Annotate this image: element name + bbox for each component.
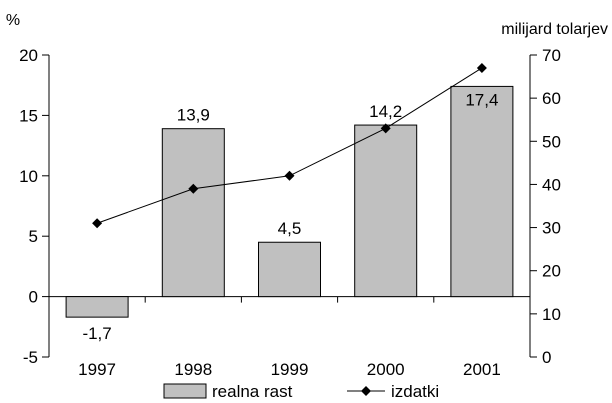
axes: -5 0 5 10 15 20% 0 10 20 30 40 50 60 70 milijard tolar… (6, 12, 608, 379)
y-left-tick-label: -5 (23, 348, 38, 367)
y-right-tick-label: 10 (542, 305, 561, 324)
y-left-tick-label: 20 (19, 46, 38, 65)
bar-data-label: 17,4 (465, 90, 498, 109)
y-right-unit: milijard tolarjev (501, 21, 608, 38)
legend-label-line: izdatki (391, 382, 439, 401)
y-right-tick-label: 40 (542, 175, 561, 194)
line-series (92, 62, 487, 229)
legend: realna rast izdatki (163, 382, 439, 401)
bars (65, 85, 514, 318)
y-left-tick-label: 10 (19, 167, 38, 186)
bar-data-label: 4,5 (278, 219, 302, 238)
y-right-tick-label: 50 (542, 132, 561, 151)
data-labels: -1,7 13,9 4,5 14,2 17,4 (82, 90, 498, 343)
bar (161, 128, 225, 298)
bar-data-label: -1,7 (82, 324, 111, 343)
y-left-tick-label: 15 (19, 106, 38, 125)
y-left-tick-label: 5 (29, 227, 38, 246)
x-tick-label: 2000 (367, 360, 405, 379)
legend-swatch-bar (163, 383, 207, 399)
line-izdatki (96, 67, 483, 224)
bar-data-label: 13,9 (177, 106, 210, 125)
x-tick-label: 1999 (271, 360, 309, 379)
y-left-unit: % (6, 12, 20, 29)
y-right-tick-label: 60 (542, 89, 561, 108)
bar-data-label: 14,2 (369, 102, 402, 121)
x-tick-label: 1998 (174, 360, 212, 379)
x-tick-label: 1997 (78, 360, 116, 379)
y-right-tick-label: 70 (542, 46, 561, 65)
bar (258, 241, 321, 298)
legend-label-bar: realna rast (212, 382, 293, 401)
x-tick-label: 2001 (463, 360, 501, 379)
y-right-tick-label: 20 (542, 262, 561, 281)
line-point (284, 170, 295, 181)
y-right-tick-label: 0 (542, 348, 551, 367)
y-left-tick-label: 0 (29, 288, 38, 307)
line-point (380, 123, 391, 134)
line-point (476, 62, 487, 73)
bar (450, 85, 514, 298)
legend-marker (361, 386, 371, 396)
line-point (92, 218, 103, 229)
bar (65, 296, 129, 318)
line-point (188, 183, 199, 194)
y-right-tick-label: 30 (542, 219, 561, 238)
bar (354, 124, 418, 298)
